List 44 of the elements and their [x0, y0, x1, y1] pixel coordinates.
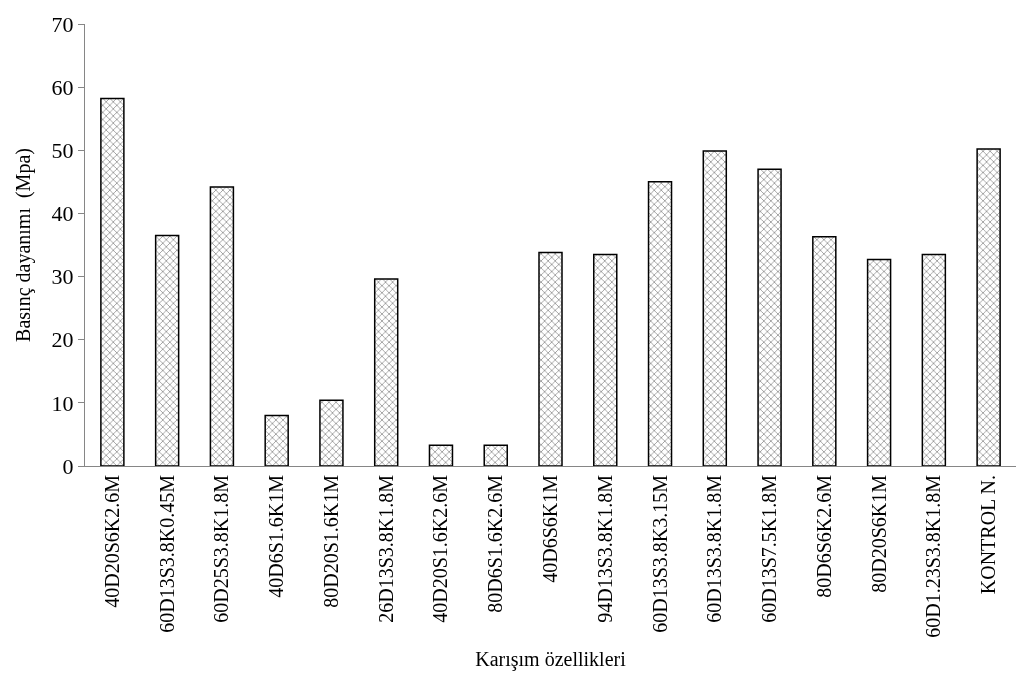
bar — [100, 97, 125, 466]
x-tick-label: 40D20S1.6K2.6M — [429, 474, 452, 623]
x-axis-title: Karışım özellikleri — [475, 648, 627, 672]
y-tick-label: 70 — [51, 11, 74, 37]
x-tick-label: 26D13S3.8K1.8M — [374, 474, 397, 623]
bar — [483, 444, 508, 466]
y-tick-label: 40 — [51, 201, 74, 227]
y-tick-label: 50 — [51, 137, 74, 163]
x-tick-label: 80D6S6K2.6M — [812, 474, 835, 598]
bar — [866, 258, 892, 466]
y-tick-label: 0 — [62, 453, 74, 479]
bar — [593, 253, 618, 466]
x-tick-label: 60D13S3.8K0.45M — [155, 474, 178, 633]
bar — [647, 181, 673, 466]
x-tick-label: 60D1.23S3.8K1.8M — [922, 474, 945, 638]
x-tick-label: 40D20S6K2.6M — [100, 474, 123, 608]
x-tick-label: KONTROL N. — [977, 475, 1000, 595]
bar — [976, 148, 1001, 466]
bar — [209, 186, 235, 466]
y-tick-label: 10 — [51, 390, 74, 416]
x-tick-label: 40D6S1.6K1M — [265, 474, 288, 598]
bar — [921, 253, 947, 466]
bar — [538, 251, 563, 466]
y-axis-title: Basınç dayanımı (Mpa) — [12, 148, 36, 342]
bar — [154, 234, 180, 466]
y-tick-label: 20 — [51, 327, 74, 353]
bar — [702, 150, 728, 466]
x-tick-label: 60D13S3.8K3.15M — [648, 474, 671, 633]
x-tick-label: 80D20S1.6K1M — [319, 474, 342, 608]
x-tick-label: 60D13S7.5K1.8M — [758, 474, 781, 623]
bar — [757, 168, 782, 466]
y-tick-label: 30 — [51, 264, 74, 290]
x-tick-label: 40D6S6K1M — [539, 474, 561, 583]
bar — [319, 399, 344, 466]
bar — [264, 414, 289, 466]
y-tick-label: 60 — [51, 74, 74, 100]
x-tick-label: 60D25S3.8K1.8M — [210, 474, 233, 623]
x-tick-label: 80D6S1.6K2.6M — [484, 474, 507, 613]
x-tick-label: 80D20S6K1M — [867, 474, 890, 593]
bar — [428, 444, 454, 466]
x-tick-label: 94D13S3.8K1.8M — [593, 474, 616, 623]
bar — [812, 236, 837, 466]
bar — [373, 278, 399, 466]
x-tick-label: 60D13S3.8K1.8M — [703, 474, 726, 623]
